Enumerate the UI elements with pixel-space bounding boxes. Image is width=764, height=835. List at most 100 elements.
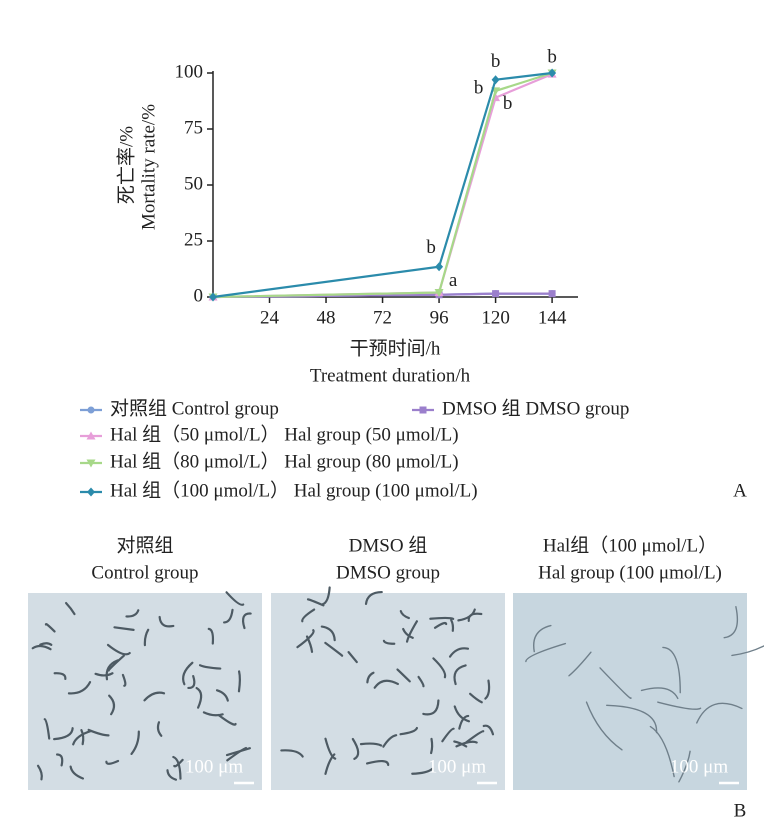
x-tick-label: 72 xyxy=(373,307,392,328)
nematode xyxy=(280,749,304,758)
annotation: b xyxy=(426,237,436,258)
nematode xyxy=(121,673,127,687)
nematode xyxy=(113,626,135,631)
annotation: b xyxy=(474,77,484,98)
micrograph xyxy=(271,593,505,790)
nematode xyxy=(198,664,222,670)
x-tick-label: 144 xyxy=(538,307,567,328)
nematode xyxy=(366,671,375,684)
nematode xyxy=(465,730,485,744)
nematode xyxy=(324,641,344,657)
nematode xyxy=(108,694,116,716)
series-line xyxy=(212,71,553,299)
nematode xyxy=(731,645,764,657)
series-line xyxy=(212,292,553,299)
nematode xyxy=(382,639,396,645)
nematode xyxy=(53,672,67,681)
marker xyxy=(86,459,96,468)
nematode xyxy=(453,664,467,686)
nematode xyxy=(649,725,675,778)
nematode xyxy=(533,624,552,653)
nematode xyxy=(469,692,483,704)
nematode xyxy=(458,714,470,730)
nematode xyxy=(215,689,229,702)
nematode xyxy=(433,621,448,629)
nematode xyxy=(225,747,251,757)
nematode xyxy=(173,758,184,768)
y-tick-label: 75 xyxy=(184,117,203,138)
nematode xyxy=(143,628,150,647)
nematode xyxy=(69,765,85,780)
legend-label: DMSO 组 DMSO group xyxy=(442,397,629,419)
nematode xyxy=(411,767,434,775)
nematode xyxy=(441,727,455,743)
nematode xyxy=(484,679,491,700)
nematode xyxy=(31,644,52,651)
nematode xyxy=(482,724,495,736)
x-tick-label: 24 xyxy=(260,307,280,328)
nematode xyxy=(166,769,178,781)
nematode xyxy=(324,753,336,775)
nematode xyxy=(223,608,234,624)
nematode xyxy=(453,705,471,723)
scale-bar-label: 100 μm xyxy=(428,756,486,777)
nematode xyxy=(399,610,410,620)
nematode xyxy=(417,675,425,688)
annotation: b xyxy=(547,46,557,67)
annotation: b xyxy=(491,51,501,72)
marker xyxy=(209,292,217,302)
nematode xyxy=(202,711,224,717)
nematode xyxy=(324,737,337,760)
image-caption: 对照组 xyxy=(116,534,173,556)
nematode xyxy=(430,737,434,755)
nematode xyxy=(43,718,51,740)
nematode xyxy=(678,750,691,783)
nematode xyxy=(696,702,743,724)
nematode xyxy=(301,608,316,623)
nematode xyxy=(457,608,476,622)
nematode xyxy=(94,672,114,677)
image-caption: DMSO group xyxy=(336,562,440,583)
nematode xyxy=(432,657,447,679)
nematode xyxy=(657,701,702,710)
nematode xyxy=(351,737,360,760)
nematode xyxy=(156,721,163,737)
marker xyxy=(86,431,96,440)
micrograph xyxy=(28,593,262,790)
nematode xyxy=(365,760,390,767)
x-tick-label: 120 xyxy=(481,307,510,328)
series-line xyxy=(212,73,553,299)
nematode xyxy=(606,704,658,734)
nematode xyxy=(373,679,399,689)
annotation: b xyxy=(503,93,513,114)
nematode xyxy=(359,742,383,747)
legend-label: Hal 组（80 μmol/L） Hal group (80 μmol/L) xyxy=(110,450,459,472)
nematode xyxy=(106,643,131,656)
x-label: Treatment duration/h xyxy=(310,365,471,386)
nematode xyxy=(143,691,166,702)
nematode xyxy=(662,646,681,694)
nematode xyxy=(640,687,679,700)
y-label: 死亡率/% xyxy=(115,126,137,204)
y-tick-label: 25 xyxy=(184,229,203,250)
nematode xyxy=(125,609,140,618)
nematode xyxy=(320,625,336,642)
nematode xyxy=(305,635,314,653)
image-caption: Hal组（100 μmol/L） xyxy=(543,534,717,556)
nematode xyxy=(195,686,203,709)
annotation: a xyxy=(449,270,458,291)
nematode xyxy=(105,759,120,765)
nematode xyxy=(67,681,92,695)
marker xyxy=(548,290,556,298)
nematode xyxy=(568,651,592,677)
nematode xyxy=(347,651,358,664)
x-tick-label: 96 xyxy=(430,307,449,328)
marker xyxy=(491,75,500,85)
nematode xyxy=(44,623,56,633)
nematode xyxy=(399,726,419,736)
nematode xyxy=(172,755,182,780)
nematode xyxy=(130,730,140,755)
legend-label: Hal 组（50 μmol/L） Hal group (50 μmol/L) xyxy=(110,423,459,445)
y-tick-label: 50 xyxy=(184,173,203,194)
